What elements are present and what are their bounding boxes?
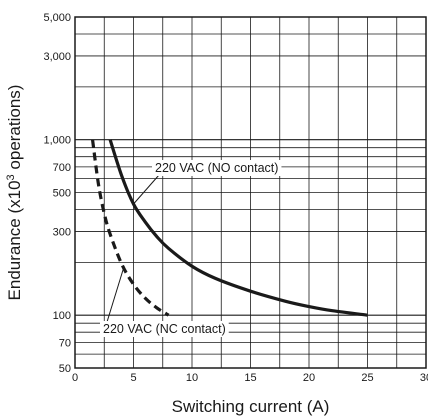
x-tick-labels: 0 5 10 15 20 25 30 xyxy=(72,372,428,384)
series-line-nc-contact xyxy=(90,139,170,317)
callout-no-contact-leader xyxy=(133,174,160,205)
y-tick-label: 500 xyxy=(53,188,71,200)
x-tick-label: 20 xyxy=(303,372,315,384)
y-tick-label: 50 xyxy=(59,363,71,375)
x-axis-title: Switching current (A) xyxy=(172,397,330,416)
x-tick-label: 10 xyxy=(186,372,198,384)
callout-leaders xyxy=(106,174,160,323)
x-tick-label: 0 xyxy=(72,372,78,384)
plot-frame xyxy=(74,16,427,369)
y-tick-label: 100 xyxy=(53,310,71,322)
y-axis-title-exponent: 3 xyxy=(5,174,17,180)
x-tick-label: 5 xyxy=(130,372,136,384)
callout-no-contact-box xyxy=(152,160,282,176)
y-tick-label: 3,000 xyxy=(43,51,71,63)
callout-nc-contact-box xyxy=(100,321,229,337)
series-label-no-contact: 220 VAC (NO contact) xyxy=(155,161,278,175)
y-tick-label: 700 xyxy=(53,162,71,174)
y-tick-label: 5,000 xyxy=(43,12,71,24)
y-tick-labels: 50 70 100 300 500 700 1,000 3,000 5,000 xyxy=(43,12,71,375)
series-layer xyxy=(90,139,368,317)
x-tick-label: 30 xyxy=(420,372,428,384)
y-axis-title: Endurance (x103 operations) xyxy=(5,85,24,301)
y-tick-label: 1,000 xyxy=(43,135,71,147)
x-tick-label: 25 xyxy=(361,372,373,384)
series-label-nc-contact: 220 VAC (NC contact) xyxy=(103,322,226,336)
y-axis-title-tail: operations) xyxy=(5,85,24,175)
callout-nc-contact-leader xyxy=(106,266,125,323)
y-axis-title-base: Endurance (x10 xyxy=(5,180,24,300)
y-tick-label: 70 xyxy=(59,337,71,349)
grid-lines xyxy=(75,17,426,368)
series-line-no-contact xyxy=(108,139,368,317)
x-tick-label: 15 xyxy=(244,372,256,384)
y-tick-label: 300 xyxy=(53,226,71,238)
